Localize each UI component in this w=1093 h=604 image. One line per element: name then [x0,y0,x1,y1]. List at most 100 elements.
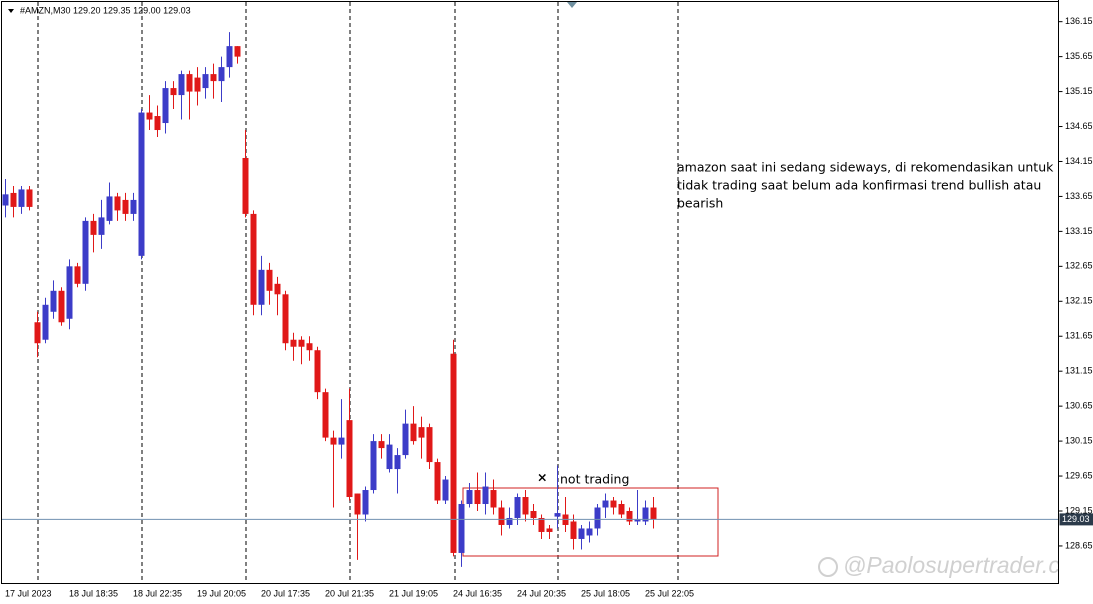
candle-body [450,353,457,553]
candle-body [18,189,25,207]
y-tick-label: 133.65 [1065,191,1093,201]
candle-body [154,116,161,131]
candle-body [66,266,73,319]
y-tick-label: 128.65 [1065,540,1093,550]
y-tick-label: 130.65 [1065,401,1093,411]
candle-body [250,213,257,305]
y-tick-label: 129.15 [1065,505,1093,515]
x-tick-label: 25 Jul 18:05 [581,588,630,598]
y-tick-label: 129.65 [1065,470,1093,480]
candle-body [162,88,169,124]
candle-body [378,441,385,449]
candle-body [258,269,265,305]
candle-body [58,290,65,323]
candle-body [370,441,377,491]
candle-body [458,504,465,553]
candle-body [434,462,441,501]
y-tick-label: 134.15 [1065,156,1093,166]
y-tick-label: 131.15 [1065,366,1093,376]
y-tick-label: 132.65 [1065,261,1093,271]
y-tick-label: 133.15 [1065,226,1093,236]
candle-body [346,420,353,498]
marker: × [537,470,547,485]
watermark: @Paolosupertrader.club [843,552,1091,578]
candle-body [170,88,177,96]
candle-body [282,294,289,344]
watermark-icon [818,557,838,577]
candle-body [130,199,137,214]
candle-body [338,437,345,445]
candle-body [386,444,393,470]
marker-label: not trading [560,472,629,487]
candle-body [626,510,633,522]
candle-body [314,350,321,393]
candle-body [594,507,601,529]
candle-body [82,220,89,284]
candle-body [242,157,249,214]
candle-body [506,517,513,525]
candle-body [74,266,81,284]
x-tick-label: 18 Jul 22:35 [133,588,182,598]
candle-body [202,74,209,89]
candle-body [186,74,193,92]
x-tick-label: 21 Jul 19:05 [389,588,438,598]
candle-body [498,507,505,525]
candle-body [490,490,497,508]
x-tick-label: 24 Jul 16:35 [453,588,502,598]
candle-body [34,322,41,344]
candle-body [306,343,313,351]
candle-body [570,521,577,539]
header-arrow [8,9,14,13]
candle-body [2,194,9,206]
candle-body [514,497,521,518]
x-tick-label: 25 Jul 22:05 [645,588,694,598]
candle-body [178,74,185,96]
y-tick-label: 131.65 [1065,331,1093,341]
candle-body [42,304,49,340]
candle-body [530,510,537,518]
candle-body [266,269,273,291]
last-price-box [1059,513,1093,526]
candle-body [274,283,281,295]
candle-body [50,290,57,312]
candle-body [354,493,361,515]
watermark-group: @Paolosupertrader.club [818,552,1091,578]
candle-body [618,504,625,515]
candle-body [546,528,553,532]
y-tick-label: 136.15 [1065,16,1093,26]
candle-body [602,500,609,508]
candle-body [538,517,545,532]
candle-body [482,486,489,505]
candle-body [146,112,153,120]
y-tick-label: 130.15 [1065,435,1093,445]
candle-body [106,196,113,221]
candle-body [586,528,593,536]
x-tick-label: 20 Jul 17:35 [261,588,310,598]
candle-body [114,196,121,211]
header: #AMZN,M30 129.20 129.35 129.00 129.03 [20,5,191,15]
candle-body [650,507,657,520]
annotation: amazon saat ini sedang sideways, di reko… [677,160,1054,211]
candle-body [26,189,33,207]
candle-body [410,423,417,442]
y-tick-label: 132.15 [1065,296,1093,306]
annotation-line: tidak trading saat belum ada konfirmasi … [677,178,1041,193]
x-tick-label: 18 Jul 18:35 [69,588,118,598]
candle-body [138,112,145,256]
candle-body [554,513,561,517]
last-price-label: 129.03 [1062,514,1090,524]
candle-body [474,490,481,505]
candle-body [290,339,297,347]
x-tick-label: 20 Jul 21:35 [325,588,374,598]
y-tick-label: 134.65 [1065,121,1093,131]
candle-body [426,427,433,463]
axis-background [1059,0,1093,604]
annotation-line: bearish [677,196,723,211]
candle-body [362,490,369,515]
candle-body [578,528,585,539]
candle-body [442,479,449,501]
candle-body [418,427,425,438]
y-tick-label: 135.65 [1065,51,1093,61]
candle-body [98,217,105,235]
